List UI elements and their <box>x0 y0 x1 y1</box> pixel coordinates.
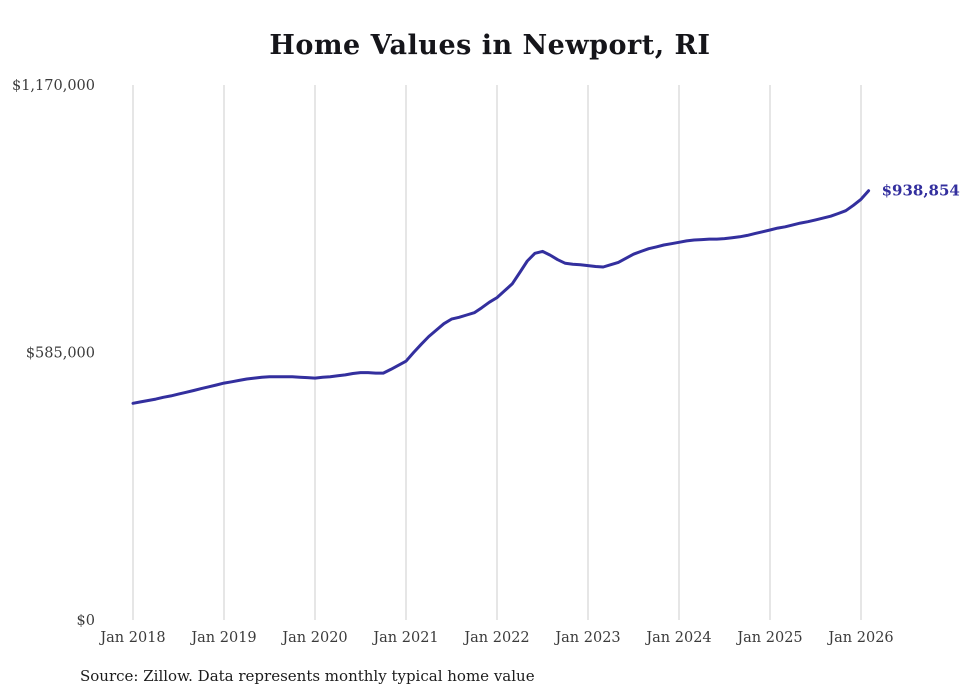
x-axis-tick-label: Jan 2020 <box>280 630 347 646</box>
chart-title: Home Values in Newport, RI <box>269 30 711 61</box>
x-axis-tick-label: Jan 2018 <box>98 630 165 646</box>
x-axis-tick-label: Jan 2026 <box>826 630 893 646</box>
source-note: Source: Zillow. Data represents monthly … <box>80 667 535 685</box>
x-axis-tick-label: Jan 2025 <box>735 630 802 646</box>
x-axis-tick-label: Jan 2023 <box>553 630 620 646</box>
x-axis-tick-label: Jan 2022 <box>462 630 529 646</box>
y-axis-tick-label: $0 <box>77 613 95 629</box>
latest-value-label: $938,854 <box>882 182 960 200</box>
x-axis-tick-label: Jan 2024 <box>644 630 711 646</box>
y-axis-tick-label: $1,170,000 <box>12 78 95 94</box>
x-axis-tick-label: Jan 2019 <box>189 630 256 646</box>
home-value-line <box>131 189 871 405</box>
y-axis-tick-label: $585,000 <box>26 346 95 362</box>
x-axis-tick-label: Jan 2021 <box>371 630 438 646</box>
